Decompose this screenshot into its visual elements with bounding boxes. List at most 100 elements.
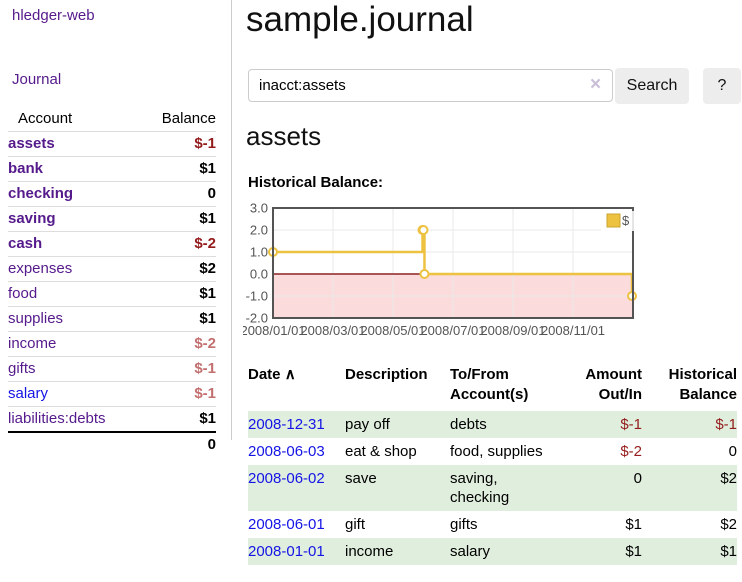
transaction-accounts: food, supplies xyxy=(450,443,543,460)
transaction-description: gift xyxy=(345,516,366,533)
transaction-description: income xyxy=(345,538,450,565)
y-tick-label: 0.0 xyxy=(250,267,268,282)
x-tick-label: 2008/07/01 xyxy=(420,323,485,338)
transaction-description: pay off xyxy=(345,411,450,438)
account-balance: $2 xyxy=(141,256,216,282)
transaction-accounts: salary xyxy=(450,538,558,565)
sidebar-account-link[interactable]: salary xyxy=(8,385,49,402)
transaction-balance: $-1 xyxy=(642,411,737,438)
account-balance: $-1 xyxy=(141,131,216,157)
transaction-accounts: debts xyxy=(450,411,558,438)
clear-search-icon[interactable]: × xyxy=(590,74,602,95)
transaction-description: save xyxy=(345,465,450,511)
y-tick-label: 2.0 xyxy=(250,223,268,238)
transaction-accounts: gifts xyxy=(450,516,478,533)
transaction-date-link[interactable]: 2008-12-31 xyxy=(248,416,325,433)
sidebar-account-row: assets $-1 xyxy=(8,131,216,157)
x-tick-label: 2008/03/01 xyxy=(300,323,365,338)
sidebar-account-row: gifts $-1 xyxy=(8,356,216,382)
y-tick-label: -1.0 xyxy=(246,289,268,304)
sidebar-account-link[interactable]: income xyxy=(8,335,57,352)
account-balance: $1 xyxy=(141,206,216,232)
sidebar-account-link[interactable]: expenses xyxy=(8,260,73,277)
transaction-row: 2008-06-03 eat & shop food, supplies $-2 0 xyxy=(248,438,737,465)
sidebar-account-row: cash $-2 xyxy=(8,231,216,257)
account-balance: 0 xyxy=(141,181,216,207)
sidebar-account-link[interactable]: supplies xyxy=(8,310,64,327)
transaction-row: 2008-12-31 pay off debts $-1 $-1 xyxy=(248,411,737,438)
y-tick-label: -2.0 xyxy=(246,311,268,326)
sidebar-account-link[interactable]: bank xyxy=(8,160,44,177)
transaction-accounts: saving, checking xyxy=(450,465,558,511)
description-column-header: Description xyxy=(345,366,428,383)
sidebar-account-link[interactable]: cash xyxy=(8,235,43,252)
transaction-date-link[interactable]: 2008-01-01 xyxy=(248,543,325,560)
transaction-date-link[interactable]: 2008-06-02 xyxy=(248,470,325,487)
sidebar-account-link[interactable]: saving xyxy=(8,210,56,227)
sidebar-account-row: food $1 xyxy=(8,281,216,307)
account-balance: $-2 xyxy=(141,231,216,257)
search-button[interactable]: Search xyxy=(615,68,689,104)
sidebar-account-row: bank $1 xyxy=(8,156,216,182)
legend-swatch xyxy=(606,213,621,228)
account-heading: assets xyxy=(246,121,322,151)
accounts-column-header: To/From Account(s) xyxy=(450,366,529,403)
account-balance: $1 xyxy=(141,406,216,432)
balance-column-header: Balance xyxy=(161,110,216,127)
y-tick-label: 1.0 xyxy=(250,245,268,260)
transaction-amount: $-2 xyxy=(620,443,642,460)
sidebar-account-row: expenses $2 xyxy=(8,256,216,282)
main-content: sample.journal × Search ? assets Histori… xyxy=(243,0,742,582)
search-input[interactable] xyxy=(248,69,613,102)
transaction-date-link[interactable]: 2008-06-01 xyxy=(248,516,325,533)
sidebar-account-row: liabilities:debts $1 xyxy=(8,406,216,432)
data-point xyxy=(418,225,429,235)
sidebar-account-link[interactable]: food xyxy=(8,285,38,302)
app-brand-link[interactable]: hledger-web xyxy=(12,7,95,24)
transaction-amount: $-1 xyxy=(558,411,642,438)
sidebar-account-row: checking 0 xyxy=(8,181,216,207)
transaction-row: 2008-06-01 gift gifts $1 $2 xyxy=(248,511,737,538)
transaction-amount: $1 xyxy=(625,516,642,533)
account-balance: $1 xyxy=(141,156,216,182)
register-table: Date ∧ Description To/From Account(s) Amo… xyxy=(248,362,737,565)
x-tick-label: 2008/09/01 xyxy=(480,323,545,338)
accounts-total-balance: 0 xyxy=(141,431,216,457)
transaction-date-link[interactable]: 2008-06-03 xyxy=(248,443,325,460)
page-title: sample.journal xyxy=(246,0,474,39)
transaction-amount: 0 xyxy=(558,465,642,511)
sidebar-account-link[interactable]: assets xyxy=(8,135,55,152)
date-column-header[interactable]: Date ∧ xyxy=(248,366,296,383)
sidebar-account-link[interactable]: checking xyxy=(8,185,74,202)
account-balance: $-1 xyxy=(141,356,216,382)
sidebar-item-journal[interactable]: Journal xyxy=(12,71,62,88)
x-tick-label: 2008/05/01 xyxy=(360,323,425,338)
chart-title: Historical Balance: xyxy=(248,174,384,191)
sidebar-account-row: saving $1 xyxy=(8,206,216,232)
legend-label: $ xyxy=(622,213,630,228)
sidebar-account-link[interactable]: gifts xyxy=(8,360,36,377)
account-balance: $-1 xyxy=(141,381,216,407)
transaction-balance: 0 xyxy=(728,443,737,460)
transaction-amount: $1 xyxy=(558,538,642,565)
help-button[interactable]: ? xyxy=(703,68,741,104)
data-point xyxy=(419,269,430,279)
transaction-row: 2008-06-02 save saving, checking 0 $2 xyxy=(248,465,737,511)
transaction-description: eat & shop xyxy=(345,443,417,460)
y-tick-label: 3.0 xyxy=(250,202,268,216)
transaction-row: 2008-01-01 income salary $1 $1 xyxy=(248,538,737,565)
x-tick-label: 2008/01/01 xyxy=(243,323,306,338)
account-balance: $-2 xyxy=(141,331,216,357)
sidebar-account-row: supplies $1 xyxy=(8,306,216,332)
account-balance: $1 xyxy=(141,306,216,332)
transaction-balance: $2 xyxy=(642,465,737,511)
x-tick-label: 2008/11/01 xyxy=(541,323,605,338)
accounts-total-row: 0 xyxy=(8,431,216,457)
sidebar-account-link[interactable]: liabilities:debts xyxy=(8,410,106,427)
historical-balance-chart: 3.0 2.0 1.0 0.0 -1.0 -2.0 2008/01/01 2008/03/01… xyxy=(243,202,688,344)
register-header-row: Date ∧ Description To/From Account(s) Amo… xyxy=(248,362,737,411)
account-balance: $1 xyxy=(141,281,216,307)
transaction-balance: $2 xyxy=(720,516,737,533)
amount-column-header: Amount Out/In xyxy=(585,366,642,403)
sidebar-account-row: salary $-1 xyxy=(8,381,216,407)
